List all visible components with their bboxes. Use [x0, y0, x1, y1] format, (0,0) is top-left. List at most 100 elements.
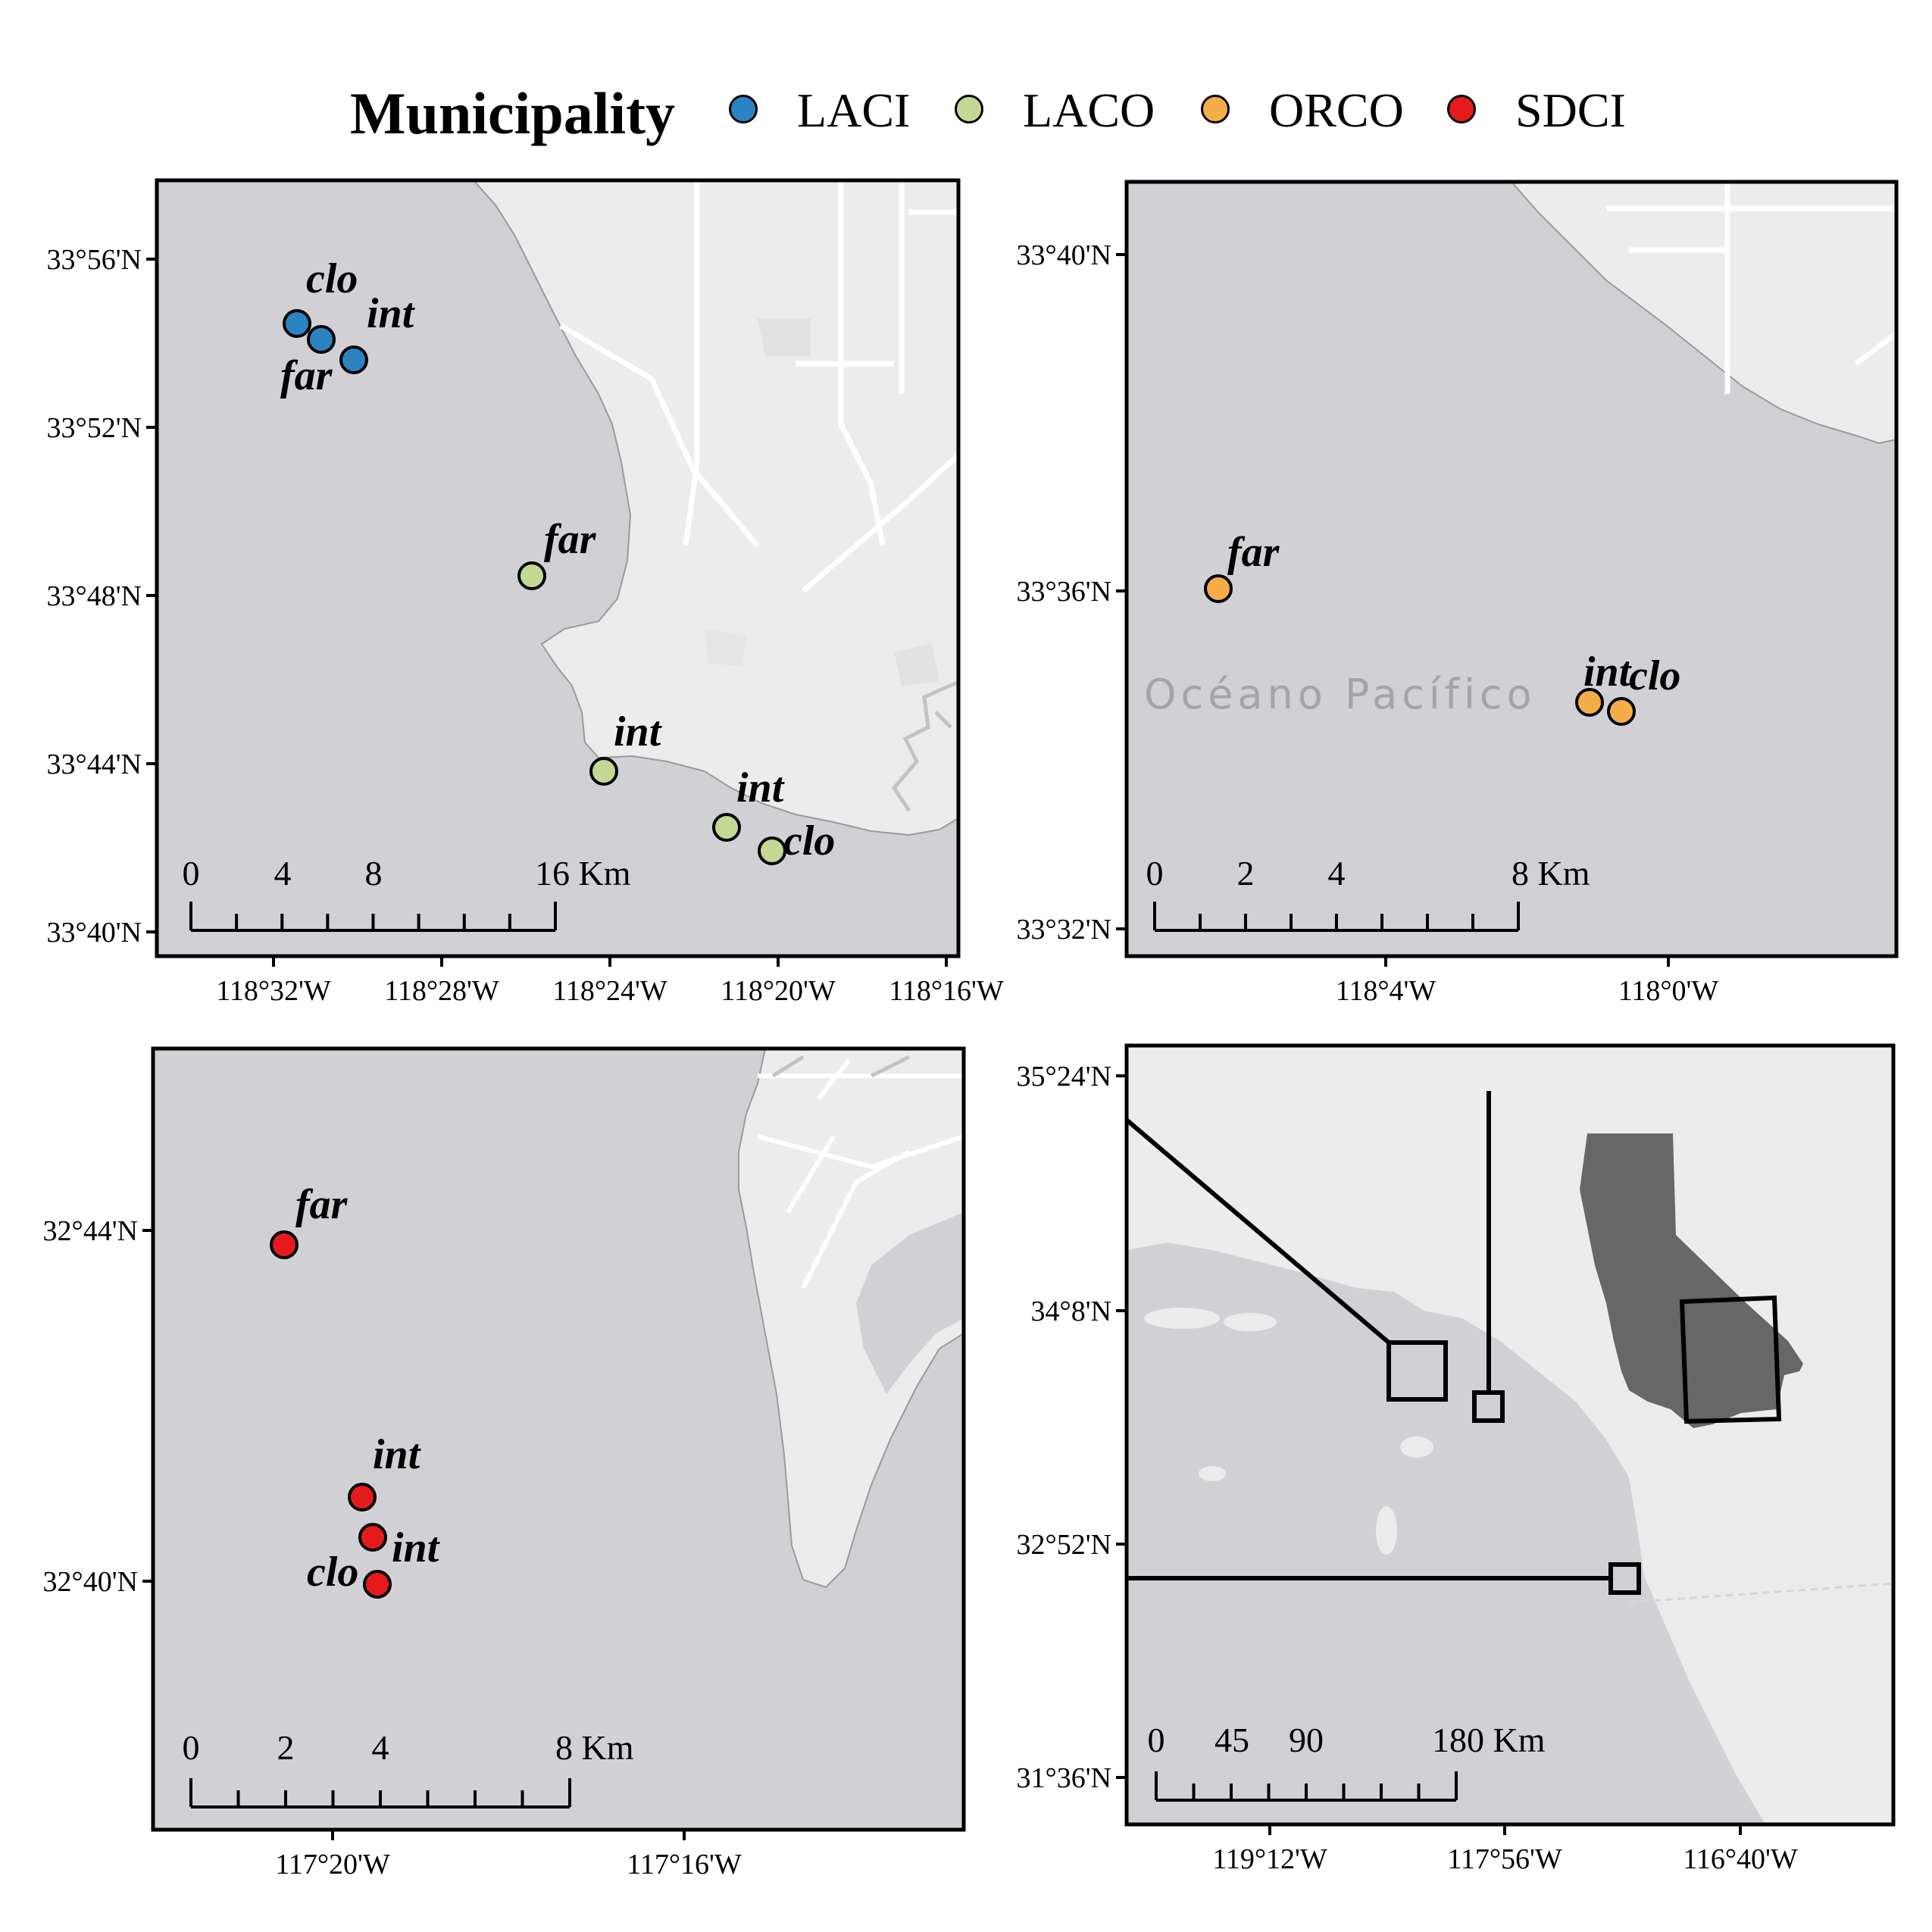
california-icon [1580, 1133, 1803, 1428]
legend-title: Municipality [350, 80, 676, 146]
longitude-axis: 119°12'W 117°56'W 116°40'W [1212, 1824, 1798, 1875]
lon-tick-label: 119°12'W [1212, 1843, 1327, 1875]
scale-bar-label: 8 [365, 854, 383, 893]
scale-bar-label: 90 [1289, 1721, 1324, 1759]
lat-tick-label: 35°24'N [1017, 1061, 1112, 1093]
roads [757, 1059, 964, 1290]
latitude-axis: 32°44'N 32°40'N [43, 1215, 153, 1598]
lon-tick-label: 118°4'W [1336, 975, 1436, 1007]
coastline-land [1510, 182, 1896, 445]
lat-tick-label: 32°52'N [1017, 1529, 1112, 1561]
lon-tick-label: 118°20'W [721, 975, 836, 1007]
site-marker-laco [589, 757, 618, 786]
site-marker-laci [283, 309, 311, 338]
legend-label-orco: ORCO [1269, 83, 1404, 137]
lat-tick-label: 33°48'N [47, 580, 142, 612]
lat-tick-label: 32°44'N [43, 1215, 139, 1247]
harbor-channels [891, 680, 958, 812]
longitude-axis: 117°20'W 117°16'W [275, 1830, 742, 1880]
lat-tick-label: 33°32'N [1017, 914, 1112, 946]
site-label: clo [783, 818, 835, 864]
latitude-axis: 33°56'N 33°52'N 33°48'N 33°44'N 33°40'N [47, 244, 157, 949]
lat-tick-label: 33°52'N [47, 412, 142, 444]
panel-frame [155, 178, 961, 958]
panel-orco: Océano Pacífico 33°40'N 33°36'N 33°32'N 11… [1017, 180, 1899, 1007]
site-label: clo [1629, 652, 1680, 699]
lat-tick-label: 31°36'N [1017, 1762, 1112, 1794]
panel-frame [1124, 1043, 1896, 1827]
border-line [1628, 1582, 1893, 1604]
scale-bar-label: 0 [1146, 854, 1164, 893]
site-marker-sdci [348, 1483, 377, 1512]
site-label: int [1583, 649, 1632, 696]
channel-islands [1144, 1308, 1433, 1555]
site-label: far [280, 352, 333, 399]
peninsula-land [738, 1049, 964, 1589]
panel-sdci: 32°44'N 32°40'N 117°20'W 117°16'W far int in… [43, 1046, 966, 1880]
site-label: int [373, 1431, 421, 1478]
site-marker-laco [517, 561, 546, 590]
scale-bar-label: 4 [372, 1728, 389, 1767]
lat-tick-label: 32°40'N [43, 1566, 139, 1598]
latitude-axis: 33°40'N 33°36'N 33°32'N [1017, 239, 1127, 946]
scale-bar-label: 45 [1215, 1721, 1249, 1759]
site-label: int [367, 290, 415, 337]
scale-bar-label: 2 [277, 1728, 295, 1767]
scale-bar: 0 45 90 180 Km [1148, 1721, 1546, 1802]
lon-tick-label: 117°56'W [1447, 1843, 1562, 1875]
site-marker-orco [1204, 574, 1233, 603]
roads [559, 180, 958, 593]
longitude-axis: 118°4'W 118°0'W [1336, 956, 1718, 1007]
site-marker-sdci [358, 1523, 387, 1552]
site-marker-orco [1607, 697, 1636, 726]
scale-bar-label: 4 [274, 854, 292, 893]
roads [1606, 182, 1896, 394]
panel-frame [1124, 180, 1899, 958]
site-label: far [544, 516, 597, 563]
site-label: int [392, 1524, 440, 1571]
lon-tick-label: 118°28'W [384, 975, 499, 1007]
lat-tick-label: 33°56'N [47, 244, 142, 276]
land-parcel [705, 629, 746, 667]
sdci-dot-icon [1447, 95, 1476, 123]
panel-frame [151, 1046, 966, 1832]
laco-dot-icon [955, 95, 983, 123]
panel-overview: 35°24'N 34°8'N 32°52'N 31°36'N 119°12'W 117°… [1017, 1043, 1896, 1875]
scale-bar-label: 8 Km [555, 1728, 634, 1767]
ocean-area [1127, 1243, 1765, 1824]
lon-tick-label: 118°16'W [889, 975, 1004, 1007]
site-label: int [614, 708, 662, 755]
land-parcel [894, 644, 939, 686]
legend-label-laci: LACI [797, 83, 911, 137]
site-marker-laco [712, 813, 741, 842]
legend-label-laco: LACO [1023, 83, 1155, 137]
lon-tick-label: 117°16'W [627, 1849, 742, 1880]
land-parcel [758, 318, 811, 356]
latitude-axis: 35°24'N 34°8'N 32°52'N 31°36'N [1017, 1061, 1127, 1794]
site-marker-laci [307, 325, 336, 354]
scale-bar-label: 2 [1237, 854, 1255, 893]
scale-bar: 0 2 4 8 Km [1146, 854, 1590, 932]
site-label: clo [307, 1549, 358, 1596]
scale-bar-label: 4 [1328, 854, 1346, 893]
scale-bar: 0 2 4 8 Km [183, 1728, 634, 1809]
site-label: int [736, 764, 785, 811]
lat-tick-label: 33°44'N [47, 749, 142, 780]
lat-tick-label: 34°8'N [1031, 1296, 1112, 1327]
orco-dot-icon [1201, 95, 1230, 123]
lon-tick-label: 116°40'W [1683, 1843, 1798, 1875]
lon-tick-label: 118°24'W [552, 975, 667, 1007]
scale-bar-label: 16 Km [535, 854, 631, 893]
lat-tick-label: 33°40'N [1017, 239, 1112, 271]
harbor-channels [771, 1055, 911, 1078]
leader-lines [1127, 1091, 1611, 1580]
scale-bar-label: 0 [183, 1728, 200, 1767]
site-marker-orco [1575, 688, 1604, 717]
lat-tick-label: 33°36'N [1017, 576, 1112, 608]
site-label: clo [306, 255, 358, 302]
site-marker-sdci [363, 1570, 392, 1599]
